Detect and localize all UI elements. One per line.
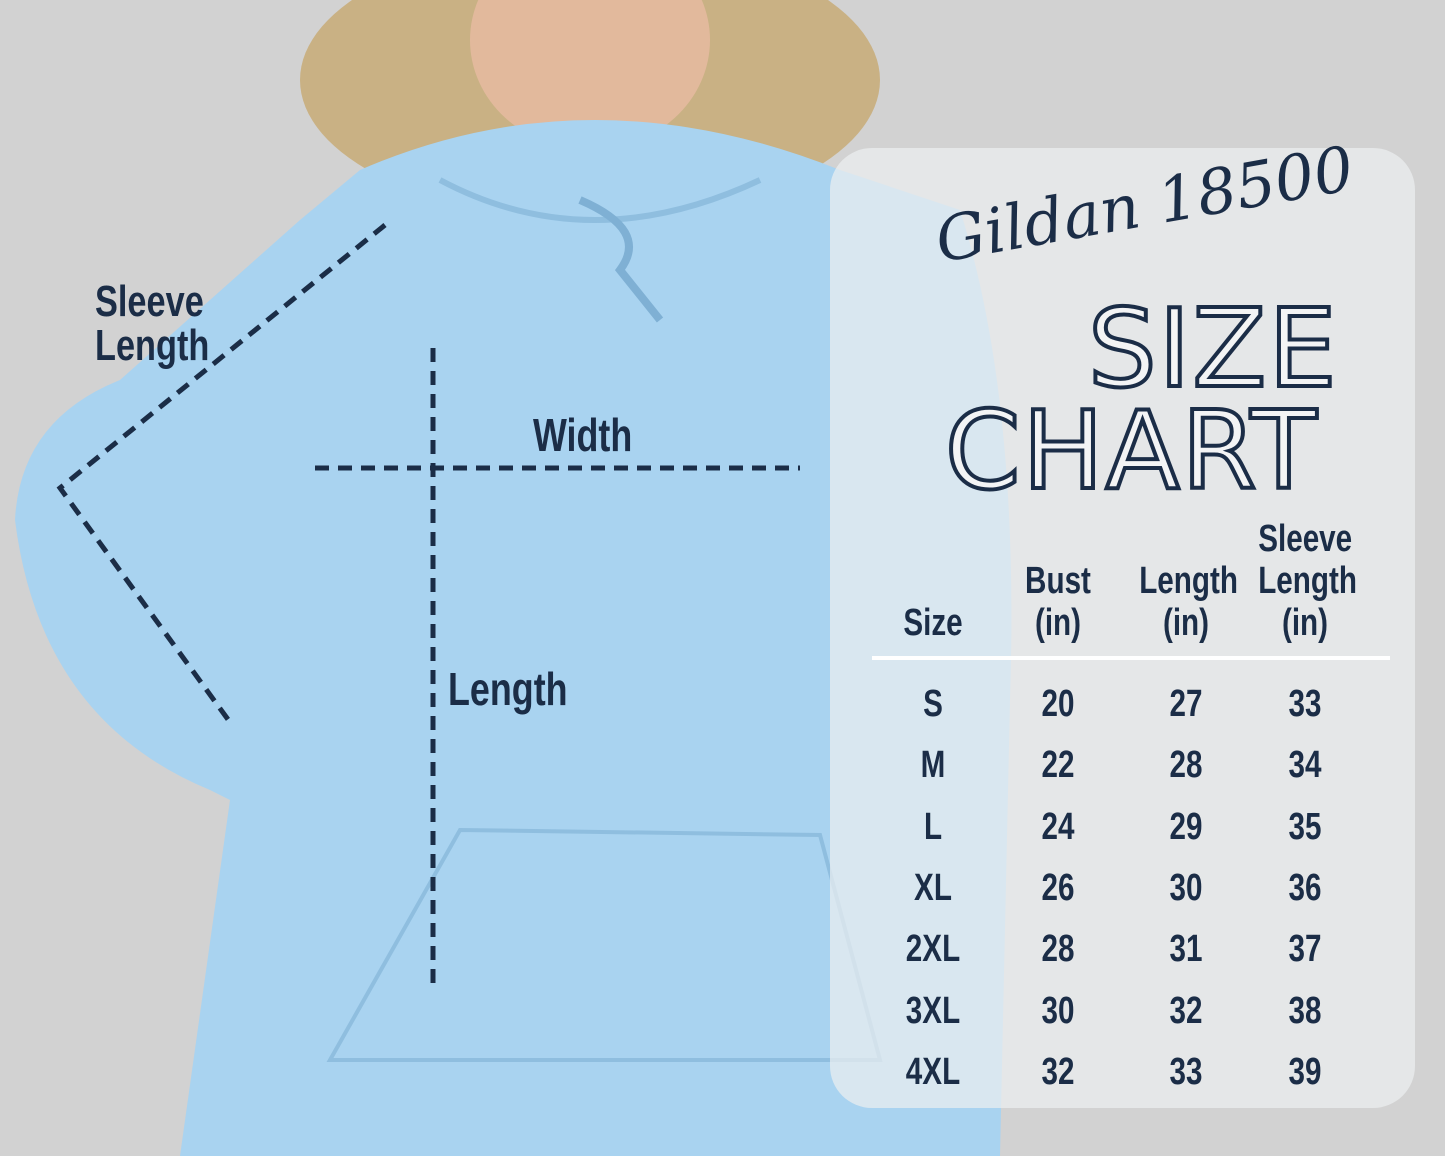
table-cell: M — [920, 744, 946, 787]
header-text: (in) — [1034, 601, 1082, 644]
hoodie — [15, 120, 1012, 1156]
table-cell: 24 — [1041, 805, 1075, 848]
title-chart: CHART — [943, 389, 1319, 514]
sleeve-length-dashed-line — [56, 223, 387, 727]
header-text: Length — [1258, 559, 1357, 602]
column-header: Sleeve Length (in) — [1258, 518, 1357, 644]
sleeve-length-label: Sleeve Length — [95, 280, 209, 368]
column-header: Length (in) — [1139, 560, 1238, 645]
sleeve-label-line2: Length — [95, 321, 210, 370]
table-cell: 34 — [1288, 744, 1322, 787]
column-header: Bust (in) — [1011, 560, 1105, 645]
title-size: SIZE — [1086, 287, 1339, 412]
length-label: Length — [448, 663, 568, 715]
table-cell: 4XL — [905, 1050, 961, 1093]
table-cell: 20 — [1041, 683, 1075, 725]
table-cell: 29 — [1169, 805, 1203, 848]
table-cell: 26 — [1041, 866, 1075, 909]
drawstring — [578, 196, 664, 323]
table-cell: 35 — [1288, 805, 1322, 848]
table-cell: 2XL — [905, 928, 961, 971]
sleeve-label-line1: Sleeve — [95, 277, 204, 326]
table-cell: 22 — [1041, 744, 1075, 787]
header-text: Bust — [1025, 560, 1091, 602]
table-cell: 33 — [1169, 1050, 1203, 1093]
header-text: Length — [1139, 560, 1238, 602]
table-cell: 37 — [1288, 928, 1322, 971]
hood-shadow — [438, 177, 762, 223]
face — [470, 0, 710, 150]
table-cell: XL — [914, 866, 952, 909]
table-cell: 27 — [1169, 683, 1203, 725]
table-cell: 30 — [1041, 989, 1075, 1032]
column-header: Size — [886, 602, 980, 645]
width-label: Width — [533, 409, 633, 461]
table-cell: 28 — [1041, 928, 1075, 971]
table-cell: 28 — [1169, 744, 1203, 787]
table-cell: 33 — [1288, 683, 1322, 725]
header-text: Sleeve — [1258, 518, 1353, 560]
header-text: (in) — [1281, 601, 1329, 644]
table-cell: L — [923, 805, 943, 848]
table-cell: 39 — [1288, 1050, 1322, 1093]
table-cell: 30 — [1169, 866, 1203, 909]
table-cell: 31 — [1169, 928, 1203, 971]
table-cell: 32 — [1041, 1050, 1075, 1093]
header-text: (in) — [1162, 601, 1210, 644]
header-divider — [872, 656, 1390, 660]
size-chart-panel — [830, 148, 1415, 1108]
table-cell: 38 — [1288, 989, 1322, 1032]
table-cell: 3XL — [905, 989, 961, 1032]
table-cell: 36 — [1288, 866, 1322, 909]
table-cell: 32 — [1169, 989, 1203, 1032]
header-text: Size — [903, 602, 963, 644]
table-cell: S — [923, 683, 943, 725]
